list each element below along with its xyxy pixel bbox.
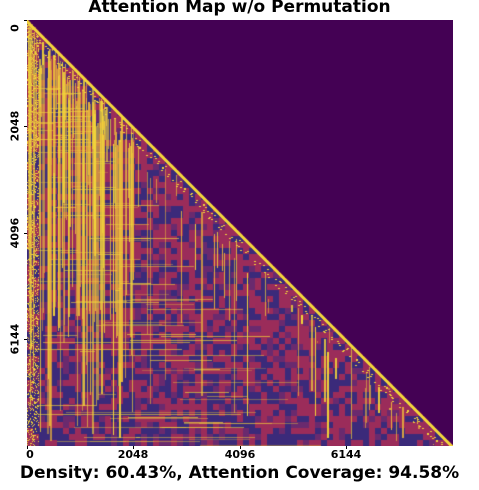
y-tick-label-2048: 2048 bbox=[8, 110, 22, 142]
x-tick-label-6144: 6144 bbox=[330, 448, 362, 461]
y-tick-mark-4096 bbox=[24, 233, 27, 234]
x-tick-mark-4096 bbox=[240, 446, 241, 449]
x-tick-label-4096: 4096 bbox=[224, 448, 256, 461]
x-tick-label-2048: 2048 bbox=[117, 448, 149, 461]
density-coverage-caption: Density: 60.43%, Attention Coverage: 94.… bbox=[19, 463, 460, 483]
y-tick-mark-6144 bbox=[24, 339, 27, 340]
chart-title: Attention Map w/o Permutation bbox=[88, 0, 391, 17]
attention-heatmap bbox=[27, 20, 453, 446]
heatmap-plot-area bbox=[27, 20, 453, 446]
x-tick-mark-2048 bbox=[133, 446, 134, 449]
y-tick-mark-0 bbox=[24, 20, 27, 21]
y-tick-mark-2048 bbox=[24, 126, 27, 127]
y-tick-label-6144: 6144 bbox=[8, 323, 22, 355]
y-tick-label-4096: 4096 bbox=[8, 217, 22, 249]
x-tick-mark-0 bbox=[27, 446, 28, 449]
x-tick-label-0: 0 bbox=[26, 448, 34, 461]
x-tick-mark-6144 bbox=[346, 446, 347, 449]
y-tick-label-0: 0 bbox=[8, 24, 22, 32]
